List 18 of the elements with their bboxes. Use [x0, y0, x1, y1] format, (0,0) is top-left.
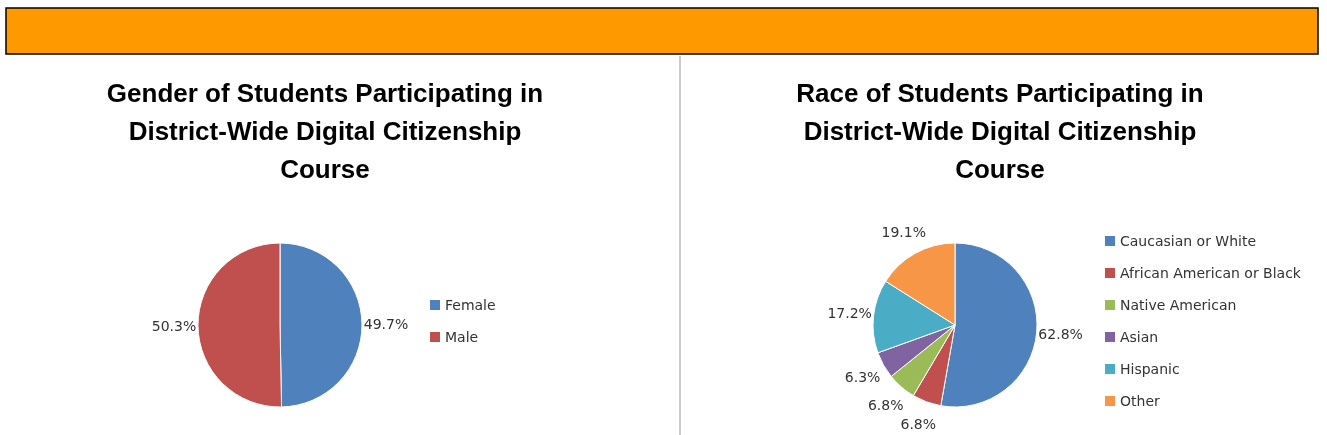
legend-label: Asian	[1120, 328, 1159, 345]
data-label: 6.8%	[900, 416, 937, 433]
data-label: 19.1%	[881, 224, 927, 241]
legend-label: African American or Black	[1120, 264, 1302, 281]
legend-label: Native American	[1120, 296, 1237, 313]
legend-label: Hispanic	[1120, 360, 1180, 377]
chart-title: Race of Students Participating in District-Wide Digital Citizenship Course	[796, 78, 1204, 184]
legend-label: Caucasian or White	[1120, 232, 1257, 249]
legend-label: Other	[1120, 392, 1160, 409]
chart-title: Gender of Students Participating in District-Wide Digital Citizenship Course	[106, 78, 544, 184]
data-label: 50.3%	[151, 317, 197, 334]
data-label: 6.8%	[867, 397, 904, 414]
data-label: 62.8%	[1038, 326, 1083, 343]
data-label: 49.7%	[363, 315, 409, 332]
data-label: 17.2%	[827, 305, 872, 322]
data-label: 6.3%	[844, 368, 881, 385]
legend-label: Male	[445, 328, 479, 345]
legend-label: Female	[445, 296, 496, 313]
